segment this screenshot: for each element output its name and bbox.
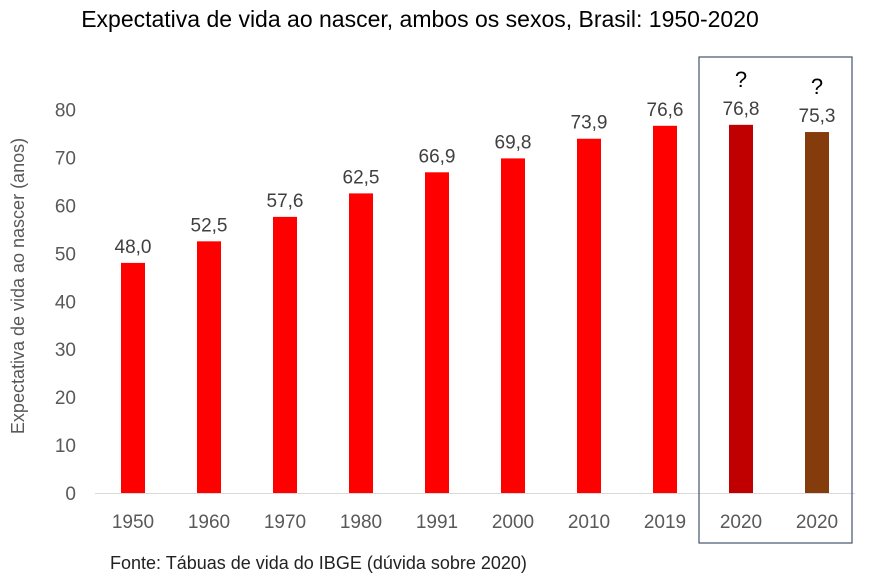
bar: [273, 216, 297, 493]
data-label: 57,6: [267, 191, 304, 212]
bar: [805, 132, 829, 493]
y-tick-label: 60: [55, 196, 76, 217]
data-label: 69,8: [495, 132, 532, 153]
data-label: 66,9: [419, 146, 456, 167]
y-tick-label: 20: [55, 388, 76, 409]
question-annotation: ?: [811, 74, 823, 99]
bar: [425, 172, 449, 493]
chart-title: Expectativa de vida ao nascer, ambos os …: [81, 6, 759, 32]
bar: [577, 138, 601, 493]
x-tick-label: 2010: [568, 512, 610, 533]
bar: [197, 241, 221, 493]
x-tick-label: 1991: [416, 512, 458, 533]
bar: [121, 262, 145, 493]
y-tick-label: 30: [55, 340, 76, 361]
y-tick-label: 50: [55, 244, 76, 265]
data-label: 76,6: [647, 100, 684, 121]
y-tick-label: 70: [55, 148, 76, 169]
bar: [349, 193, 373, 493]
y-tick-label: 10: [55, 436, 76, 457]
data-label: 73,9: [571, 113, 608, 134]
y-tick-label: 0: [65, 484, 76, 505]
data-label: 76,8: [723, 99, 760, 120]
x-tick-label: 2019: [644, 512, 686, 533]
bar: [501, 158, 525, 494]
y-axis-title: Expectativa de vida ao nascer (anos): [8, 138, 28, 434]
x-tick-label: 1960: [188, 512, 230, 533]
y-tick-label: 80: [55, 101, 76, 122]
x-tick-label: 1950: [112, 512, 154, 533]
x-tick-label: 2000: [492, 512, 534, 533]
source-note: Fonte: Tábuas de vida do IBGE (dúvida so…: [110, 553, 527, 573]
bar: [729, 124, 753, 493]
x-tick-label: 2020: [720, 512, 762, 533]
x-tick-label: 1970: [264, 512, 306, 533]
data-label: 62,5: [343, 167, 380, 188]
data-label: 48,0: [115, 237, 152, 258]
data-label: 75,3: [799, 106, 836, 127]
highlight-box: [698, 56, 853, 544]
x-tick-label: 1980: [340, 512, 382, 533]
x-tick-label: 2020: [796, 512, 838, 533]
data-label: 52,5: [191, 215, 228, 236]
y-tick-label: 40: [55, 292, 76, 313]
question-annotation: ?: [735, 67, 747, 92]
bar: [653, 125, 677, 493]
